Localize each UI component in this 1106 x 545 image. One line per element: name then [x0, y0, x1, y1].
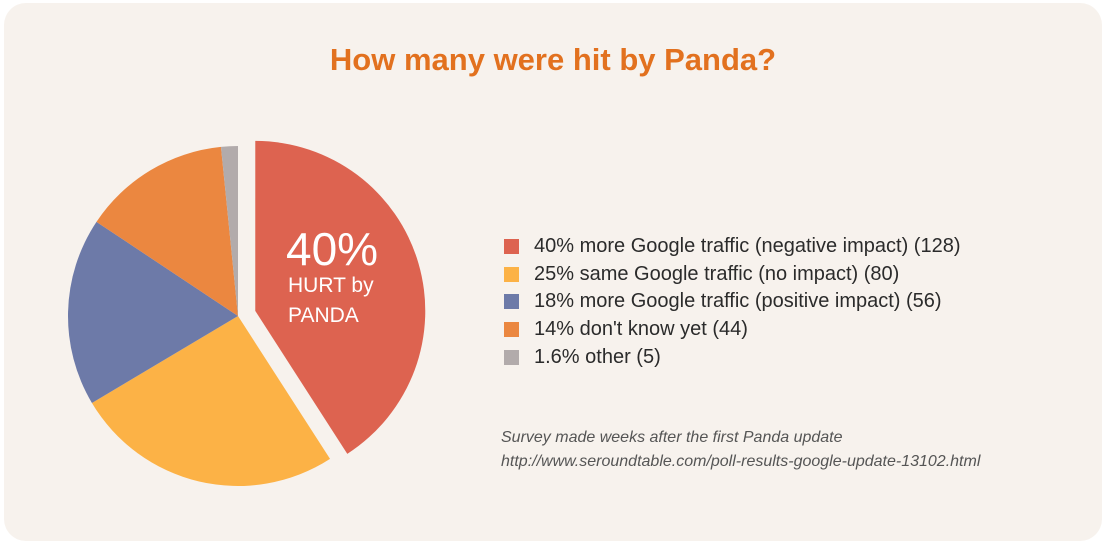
pie-slice-3: [96, 146, 238, 316]
legend-item: 18% more Google traffic (positive impact…: [504, 288, 961, 316]
legend-swatch: [504, 294, 519, 310]
pie-slice-4: [220, 146, 238, 316]
legend-label: 18% more Google traffic (positive impact…: [534, 290, 942, 313]
legend-swatch: [504, 266, 519, 282]
pie-slice-0: [255, 140, 426, 454]
pie-chart: [68, 140, 426, 486]
chart-title: How many were hit by Panda?: [329, 42, 777, 77]
legend-label: 25% same Google traffic (no impact) (80): [534, 262, 900, 285]
legend-item: 25% same Google traffic (no impact) (80): [504, 261, 961, 289]
legend-swatch: [504, 322, 519, 338]
legend-label: 1.6% other (5): [534, 345, 661, 368]
chart-legend: 40% more Google traffic (negative impact…: [504, 233, 961, 371]
legend-item: 14% don't know yet (44): [504, 316, 961, 344]
callout-percent: 40%: [286, 223, 379, 275]
callout-line1: HURT by: [288, 274, 374, 297]
legend-label: 14% don't know yet (44): [534, 318, 748, 341]
legend-swatch: [504, 349, 519, 365]
pie-slice-2: [68, 221, 238, 403]
callout-line2: PANDA: [288, 304, 359, 327]
legend-swatch: [504, 239, 519, 255]
legend-item: 40% more Google traffic (negative impact…: [504, 233, 961, 261]
legend-label: 40% more Google traffic (negative impact…: [534, 235, 961, 258]
legend-item: 1.6% other (5): [504, 343, 961, 371]
footnote-source-url: http://www.seroundtable.com/poll-results…: [501, 453, 981, 470]
footnote-survey: Survey made weeks after the first Panda …: [501, 429, 843, 446]
pie-slice-1: [91, 316, 331, 486]
